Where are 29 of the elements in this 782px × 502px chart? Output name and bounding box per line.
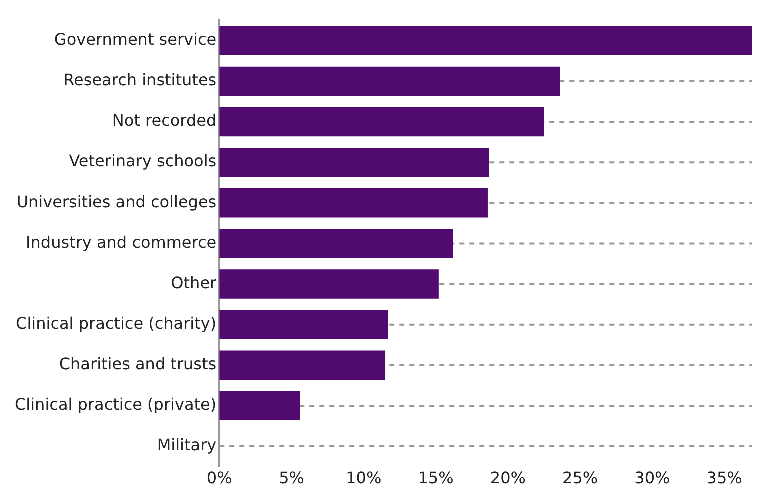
y-tick-label: Universities and colleges <box>16 192 217 212</box>
bar <box>220 107 544 137</box>
bar <box>220 270 439 299</box>
bar <box>220 350 386 380</box>
y-tick-label: Veterinary schools <box>69 152 217 171</box>
x-tick-label: 5% <box>279 468 304 488</box>
x-tick-label: 30% <box>634 468 670 488</box>
bar <box>220 229 454 258</box>
bar <box>220 148 490 178</box>
x-tick-label: 25% <box>562 468 598 488</box>
bar <box>220 66 560 96</box>
y-tick-label: Charities and trusts <box>59 354 217 374</box>
y-tick-label: Not recorded <box>112 111 217 130</box>
y-tick-label: Government service <box>54 30 217 50</box>
y-tick-label: Other <box>171 273 218 292</box>
y-tick-label: Military <box>157 436 217 455</box>
y-tick-label: Industry and commerce <box>26 232 217 252</box>
y-tick-label: Research institutes <box>64 70 217 90</box>
y-tick-label: Clinical practice (private) <box>14 395 217 414</box>
x-tick-label: 35% <box>706 468 742 488</box>
x-tick-label: 10% <box>346 468 382 488</box>
bar <box>220 391 300 421</box>
x-tick-label: 15% <box>418 468 454 488</box>
bar <box>220 26 752 56</box>
x-tick-label: 0% <box>206 468 232 488</box>
x-tick-label: 20% <box>490 468 526 488</box>
bar <box>220 188 488 218</box>
y-tick-label: Clinical practice (charity) <box>16 314 217 333</box>
bar <box>220 310 388 340</box>
